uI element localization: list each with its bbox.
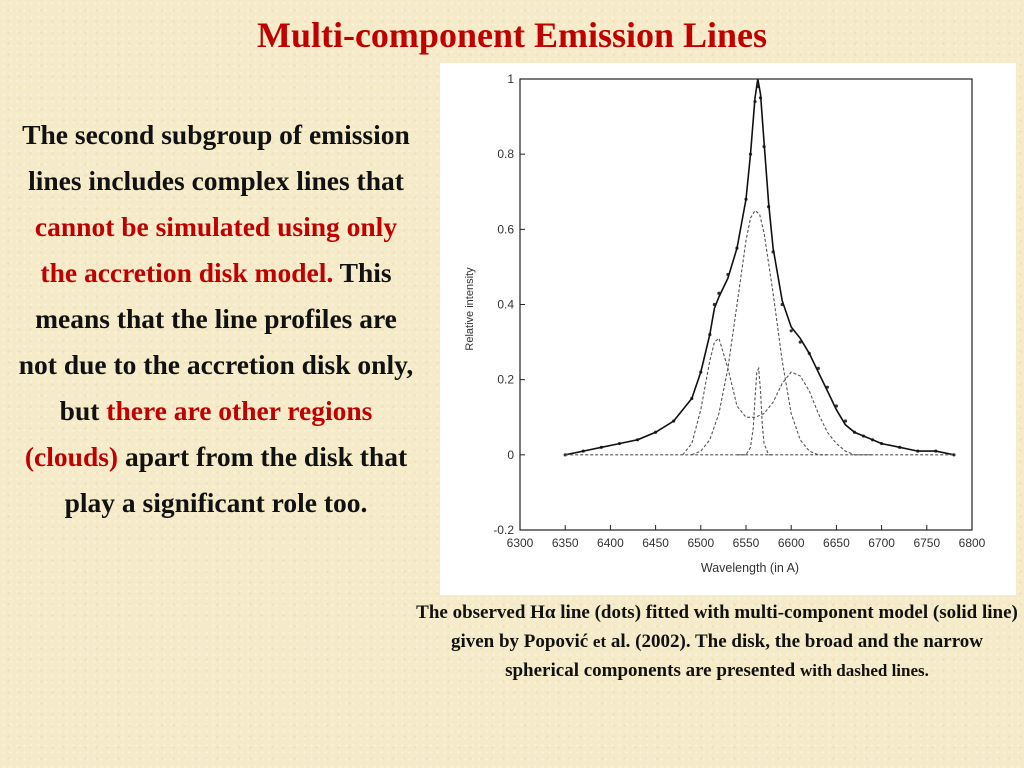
y-tick-label: 0 (507, 448, 514, 462)
y-tick-label: 0.2 (497, 373, 514, 387)
observed-dots (563, 84, 956, 457)
x-tick-label: 6500 (687, 536, 714, 550)
caption-small-2: with dashed lines. (799, 661, 929, 680)
fit-line (565, 78, 955, 456)
y-tick-label: -0.2 (493, 523, 514, 537)
plot-frame (519, 78, 973, 531)
component-line (737, 366, 774, 456)
data-point (843, 419, 848, 423)
caption-main: The observed Hα line (dots) fitted with … (416, 602, 1018, 652)
x-tick-label: 6600 (778, 536, 805, 550)
body-text-part1: The second subgroup of emission lines in… (22, 119, 410, 196)
plot-panel: 6300 6350 6400 6450 6500 6550 6600 6650 6700 6750… (440, 63, 1016, 595)
figure-caption: The observed Hα line (dots) fitted with … (412, 598, 1022, 685)
y-tick-label: 1 (507, 72, 514, 86)
body-text-highlight1: cannot be simulated using only the accre… (34, 211, 398, 288)
x-tick-label: 6700 (868, 536, 895, 550)
body-text-part2: This means that the line profiles are no… (18, 257, 414, 426)
caption-main-2: al. (2002). The disk, the broad and the … (505, 631, 984, 681)
y-tick-label: 0.4 (497, 298, 514, 312)
body-text-end: . (360, 487, 368, 518)
y-tick-label: 0.6 (497, 222, 514, 236)
data-point (798, 340, 802, 344)
body-text-part3: apart from the disk that play a signific… (64, 441, 408, 518)
fit-lines (565, 78, 955, 456)
x-tick-label: 6750 (913, 536, 940, 550)
x-tick-label: 6550 (733, 536, 760, 550)
x-axis-label: Wavelength (in A) (701, 561, 799, 575)
slide-title: Multi-component Emission Lines (256, 15, 768, 55)
x-tick-label: 6300 (507, 536, 534, 550)
x-tick-label: 6450 (642, 536, 669, 550)
component-line (691, 209, 828, 456)
y-tick-label: 0.8 (497, 147, 514, 161)
body-text-highlight2: there are other regions (clouds) (24, 395, 373, 472)
caption-small-1: et (592, 632, 607, 651)
x-tick-label: 6400 (597, 536, 624, 550)
component-line (682, 337, 873, 456)
data-point (789, 329, 793, 333)
axis-ticks: 6300 6350 6400 6450 6500 6550 6600 6650 6700 6750… (493, 72, 985, 550)
x-tick-label: 6800 (959, 536, 986, 550)
y-axis-label: Relative intensity (464, 267, 476, 351)
x-tick-label: 6650 (823, 536, 850, 550)
body-text: The second subgroup of emission lines in… (14, 112, 418, 526)
x-tick-label: 6350 (552, 536, 579, 550)
h-alpha-chart: 6300 6350 6400 6450 6500 6550 6600 6650 6700 6750… (464, 72, 986, 575)
